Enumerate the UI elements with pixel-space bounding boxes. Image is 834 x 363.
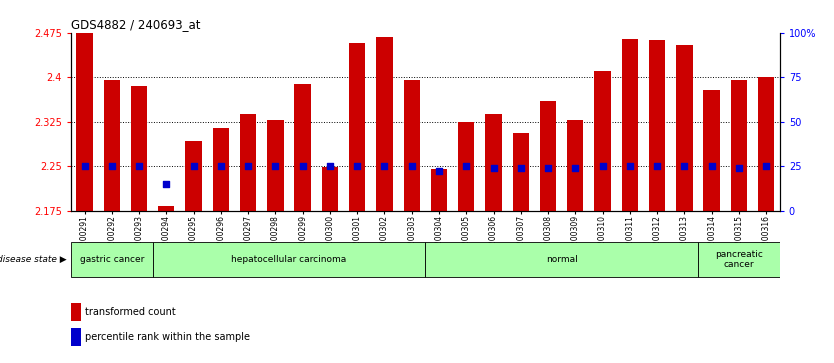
Bar: [731, 80, 747, 211]
Point: [405, 163, 419, 169]
Point: [732, 165, 746, 171]
Bar: [404, 80, 420, 211]
Point: [514, 165, 527, 171]
Point: [678, 163, 691, 169]
Point: [623, 163, 636, 169]
Bar: [322, 167, 338, 211]
Point: [569, 165, 582, 171]
Bar: [703, 90, 720, 211]
Bar: [649, 40, 666, 211]
Bar: [103, 80, 120, 211]
Text: percentile rank within the sample: percentile rank within the sample: [85, 332, 250, 342]
Bar: [621, 38, 638, 211]
Bar: [267, 120, 284, 211]
Bar: [676, 45, 692, 211]
Bar: [71, 242, 153, 277]
Point: [541, 165, 555, 171]
Point: [460, 163, 473, 169]
Point: [78, 163, 91, 169]
Bar: [349, 43, 365, 211]
Bar: [567, 120, 584, 211]
Point: [296, 163, 309, 169]
Text: gastric cancer: gastric cancer: [79, 255, 144, 264]
Point: [187, 163, 200, 169]
Point: [269, 163, 282, 169]
Bar: [131, 86, 148, 211]
Point: [432, 168, 445, 174]
Point: [324, 163, 337, 169]
Bar: [458, 122, 475, 211]
Bar: [513, 134, 529, 211]
Point: [350, 163, 364, 169]
Bar: [153, 242, 425, 277]
Point: [105, 163, 118, 169]
Bar: [376, 37, 393, 211]
Bar: [185, 140, 202, 211]
Bar: [77, 33, 93, 211]
Bar: [540, 101, 556, 211]
Point: [760, 163, 773, 169]
Point: [214, 163, 228, 169]
Bar: [294, 84, 311, 211]
Text: transformed count: transformed count: [85, 307, 176, 317]
Text: normal: normal: [545, 255, 577, 264]
Point: [487, 165, 500, 171]
Point: [133, 163, 146, 169]
Point: [159, 181, 173, 187]
Text: disease state ▶: disease state ▶: [0, 255, 67, 264]
Bar: [240, 114, 256, 211]
Bar: [431, 169, 447, 211]
Point: [595, 163, 609, 169]
Text: pancreatic
cancer: pancreatic cancer: [715, 250, 763, 269]
Text: GDS4882 / 240693_at: GDS4882 / 240693_at: [71, 19, 200, 32]
Point: [378, 163, 391, 169]
Point: [651, 163, 664, 169]
Point: [705, 163, 718, 169]
Bar: [698, 242, 780, 277]
Bar: [758, 77, 774, 211]
Text: hepatocellular carcinoma: hepatocellular carcinoma: [231, 255, 347, 264]
Bar: [425, 242, 698, 277]
Bar: [158, 206, 174, 211]
Point: [242, 163, 255, 169]
Bar: [595, 71, 610, 211]
Bar: [485, 114, 502, 211]
Bar: [71, 303, 81, 321]
Bar: [213, 127, 229, 211]
Bar: [71, 328, 81, 346]
